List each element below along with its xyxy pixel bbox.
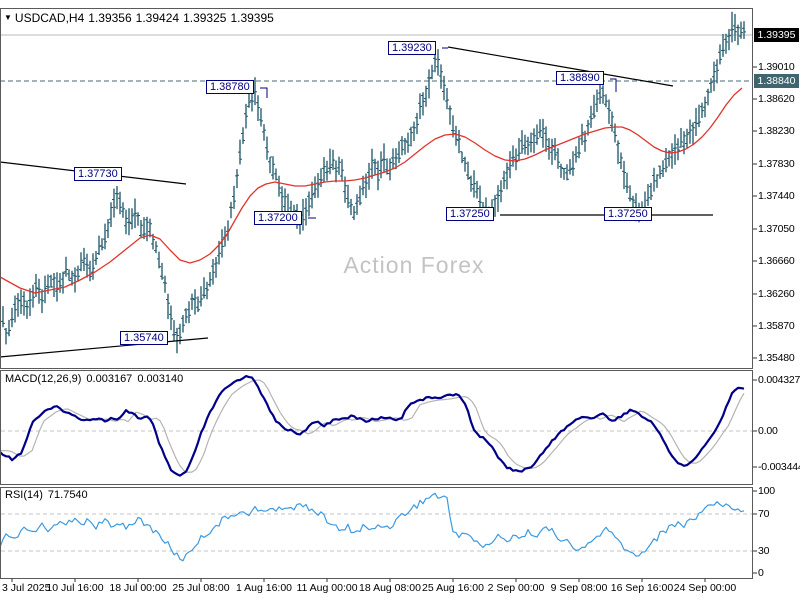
panel-frame	[0, 8, 753, 369]
macd-value-main: 0.003167	[86, 373, 133, 385]
chart-title: ▼ USDCAD,H4 1.39356 1.39424 1.39325 1.39395	[4, 11, 278, 25]
annotation-connector	[610, 78, 617, 92]
macd-signal-line[interactable]	[0, 379, 745, 474]
trendline[interactable]	[0, 161, 187, 185]
macd-name: MACD(12,26,9)	[5, 373, 82, 385]
ohlc-close: 1.39395	[230, 11, 274, 25]
ohlc-high: 1.39424	[135, 11, 180, 25]
rsi-panel[interactable]	[0, 492, 752, 562]
ohlc-low: 1.39325	[183, 11, 227, 25]
symbol-label: USDCAD,H4	[14, 11, 85, 25]
moving-average-line[interactable]	[0, 87, 743, 294]
rsi-label: RSI(14) 71.7540	[5, 489, 93, 501]
macd-label: MACD(12,26,9) 0.003167 0.003140	[5, 373, 188, 385]
trendline[interactable]	[0, 337, 209, 358]
panel-frame	[0, 487, 753, 579]
candlestick-open-close-ticks	[1, 25, 746, 338]
ohlc-open: 1.39356	[88, 11, 132, 25]
panel-frame	[0, 370, 753, 485]
macd-panel[interactable]	[0, 375, 752, 477]
price-panel[interactable]	[0, 11, 752, 358]
rsi-line[interactable]	[0, 492, 745, 562]
annotation-connector	[260, 87, 268, 98]
watermark: Action Forex	[343, 252, 485, 278]
rsi-name: RSI(14)	[5, 489, 43, 501]
rsi-value: 71.7540	[47, 489, 88, 501]
trendline[interactable]	[447, 46, 674, 87]
macd-value-signal: 0.003140	[137, 373, 184, 385]
candlestick-bars[interactable]	[2, 11, 745, 354]
symbol-marker-icon: ▼	[4, 13, 12, 22]
macd-main-line[interactable]	[0, 375, 745, 477]
